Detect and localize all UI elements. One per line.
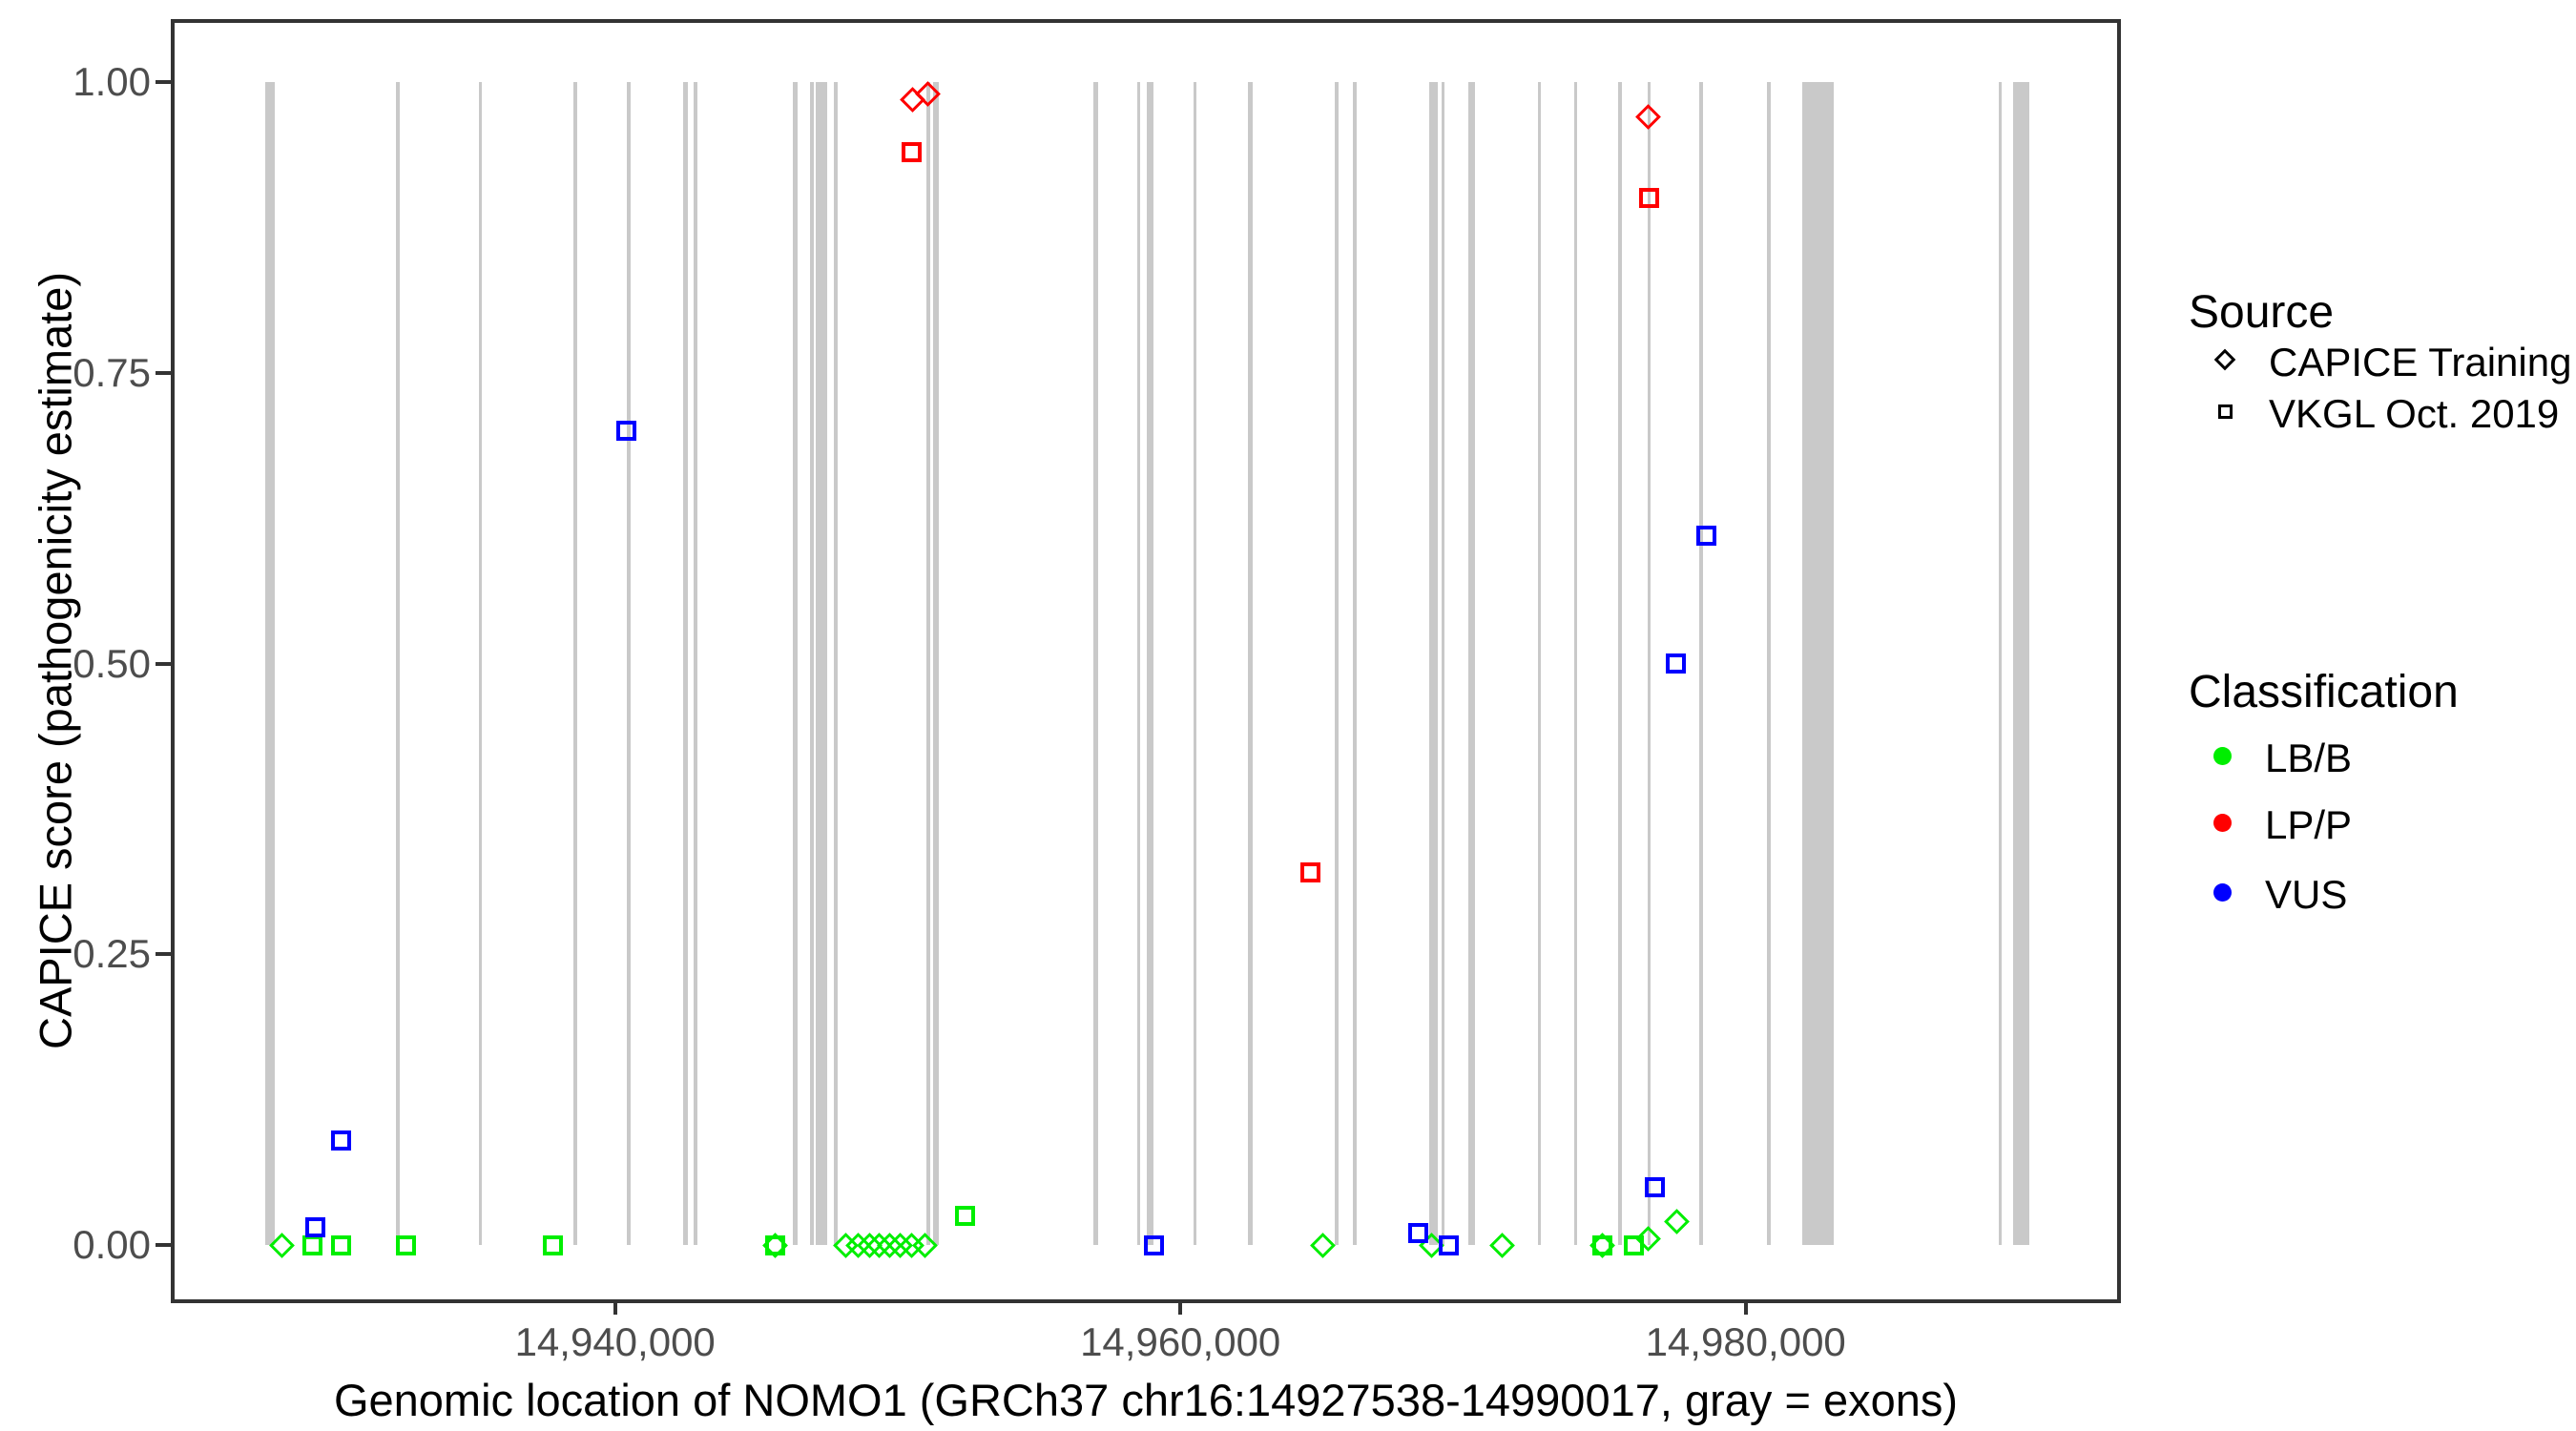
scatter-point-square: [616, 421, 637, 442]
lpp-color-dot: [2213, 814, 2232, 832]
x-tick-mark: [1743, 1299, 1748, 1315]
y-tick-label: 0.25: [73, 931, 151, 977]
legend-item-capice-training: CAPICE Training: [2269, 340, 2572, 384]
legend-classification-title: Classification: [2189, 667, 2459, 717]
exon-bar: [1538, 82, 1542, 1245]
x-tick-label: 14,940,000: [514, 1319, 716, 1364]
vus-color-dot: [2213, 883, 2232, 902]
exon-bar: [810, 82, 814, 1245]
exon-bar: [1699, 82, 1703, 1245]
y-tick-label: 0.75: [73, 349, 151, 395]
scatter-point-square: [765, 1234, 786, 1255]
exon-bar: [1998, 82, 2002, 1245]
scatter-point-diamond: [1310, 1232, 1336, 1258]
scatter-point-square: [1299, 862, 1320, 883]
scatter-point-square: [543, 1234, 564, 1255]
exon-bar: [926, 82, 930, 1245]
x-tick-mark: [613, 1299, 617, 1315]
lbb-color-dot: [2213, 747, 2232, 765]
diamond-legend-icon: [2213, 348, 2236, 371]
exon-bar: [816, 82, 828, 1245]
exon-bar: [1574, 82, 1577, 1245]
exon-bar: [1647, 82, 1652, 1245]
exon-bar: [1352, 82, 1357, 1245]
y-tick-mark: [156, 80, 171, 84]
scatter-point-square: [396, 1234, 416, 1255]
exon-bar: [1468, 82, 1476, 1245]
exon-bar: [1335, 82, 1339, 1245]
x-tick-label: 14,980,000: [1645, 1319, 1846, 1364]
scatter-point-square: [330, 1130, 351, 1151]
exon-bar: [694, 82, 698, 1245]
plot-panel: [171, 19, 2121, 1303]
exon-bar: [793, 82, 799, 1245]
exon-bar: [2013, 82, 2029, 1245]
legend-item-vkgl: VKGL Oct. 2019: [2269, 391, 2560, 436]
scatter-point-square: [1592, 1234, 1612, 1255]
legend-source-title: Source: [2189, 287, 2335, 338]
scatter-point-square: [1439, 1234, 1460, 1255]
legend-item-lbb: LB/B: [2265, 736, 2353, 780]
scatter-point-square: [1696, 525, 1717, 546]
scatter-point-square: [1666, 653, 1687, 674]
legend-item-vus: VUS: [2265, 872, 2348, 917]
exon-bar: [573, 82, 577, 1245]
exon-bar: [627, 82, 631, 1245]
exon-bar: [478, 82, 482, 1245]
scatter-point-square: [1407, 1223, 1428, 1244]
scatter-point-diamond: [1635, 104, 1661, 131]
exon-bar: [1429, 82, 1439, 1245]
scatter-point-square: [1645, 1176, 1666, 1197]
y-tick-label: 0.50: [73, 640, 151, 686]
exon-bar: [1137, 82, 1140, 1245]
y-tick-label: 0.00: [73, 1222, 151, 1267]
scatter-point-square: [1639, 188, 1660, 209]
exon-bar: [933, 82, 940, 1245]
exon-bar: [1093, 82, 1098, 1245]
scatter-point-square: [1144, 1234, 1165, 1255]
x-axis-title: Genomic location of NOMO1 (GRCh37 chr16:…: [333, 1375, 1959, 1425]
exon-bar: [1194, 82, 1196, 1245]
y-tick-mark: [156, 952, 171, 957]
scatter-point-square: [955, 1206, 976, 1226]
exon-bar: [1248, 82, 1253, 1245]
y-tick-mark: [156, 661, 171, 666]
exon-bar: [834, 82, 838, 1245]
exon-bar: [265, 82, 276, 1245]
exon-bar: [683, 82, 688, 1245]
square-legend-icon: [2218, 404, 2233, 419]
exon-bar: [396, 82, 400, 1245]
y-tick-mark: [156, 1243, 171, 1247]
scatter-point-square: [901, 141, 922, 162]
scatter-point-square: [1623, 1234, 1644, 1255]
scatter-point-square: [330, 1234, 351, 1255]
exon-bar: [1618, 82, 1623, 1245]
x-tick-mark: [1178, 1299, 1183, 1315]
scatter-point-diamond: [1663, 1209, 1690, 1235]
exon-bar: [1767, 82, 1772, 1245]
scatter-point-square: [305, 1217, 326, 1238]
y-tick-mark: [156, 370, 171, 375]
y-tick-label: 1.00: [73, 59, 151, 104]
exon-bar: [1147, 82, 1153, 1245]
exon-bar: [1801, 82, 1834, 1245]
scatter-point-square: [302, 1234, 323, 1255]
exon-bar: [1442, 82, 1445, 1245]
scatter-point-diamond: [1488, 1232, 1515, 1258]
x-tick-label: 14,960,000: [1080, 1319, 1281, 1364]
legend-item-lpp: LP/P: [2265, 802, 2353, 847]
